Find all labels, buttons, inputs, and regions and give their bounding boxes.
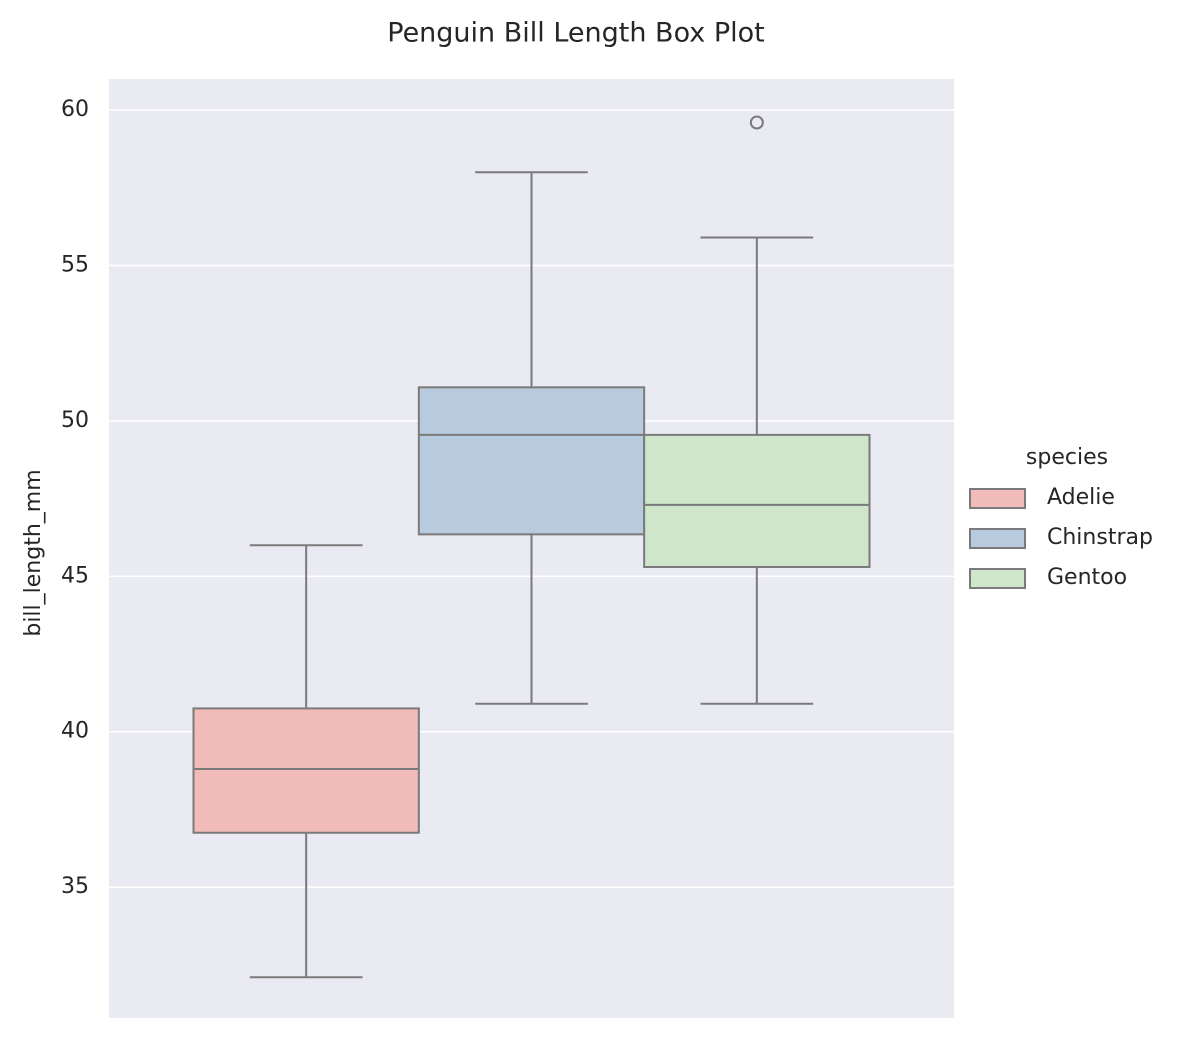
outlier [749, 115, 764, 130]
chart-title: Penguin Bill Length Box Plot [387, 18, 764, 49]
legend-swatch [969, 488, 1026, 509]
legend-label: Chinstrap [1047, 525, 1153, 550]
y-tick-label: 55 [61, 252, 89, 277]
y-tick-label: 40 [61, 719, 89, 744]
legend-swatch [969, 528, 1026, 549]
y-tick-label: 50 [61, 408, 89, 433]
legend-swatch [969, 568, 1026, 589]
box [643, 433, 871, 568]
box [417, 386, 646, 536]
legend-label: Adelie [1047, 485, 1115, 510]
box [192, 707, 420, 834]
y-tick-label: 35 [61, 874, 89, 899]
legend-label: Gentoo [1047, 565, 1127, 590]
legend-title: species [1026, 445, 1108, 470]
y-axis-label: bill_length_mm [21, 469, 46, 636]
y-tick-label: 60 [61, 97, 89, 122]
y-tick-label: 45 [61, 563, 89, 588]
